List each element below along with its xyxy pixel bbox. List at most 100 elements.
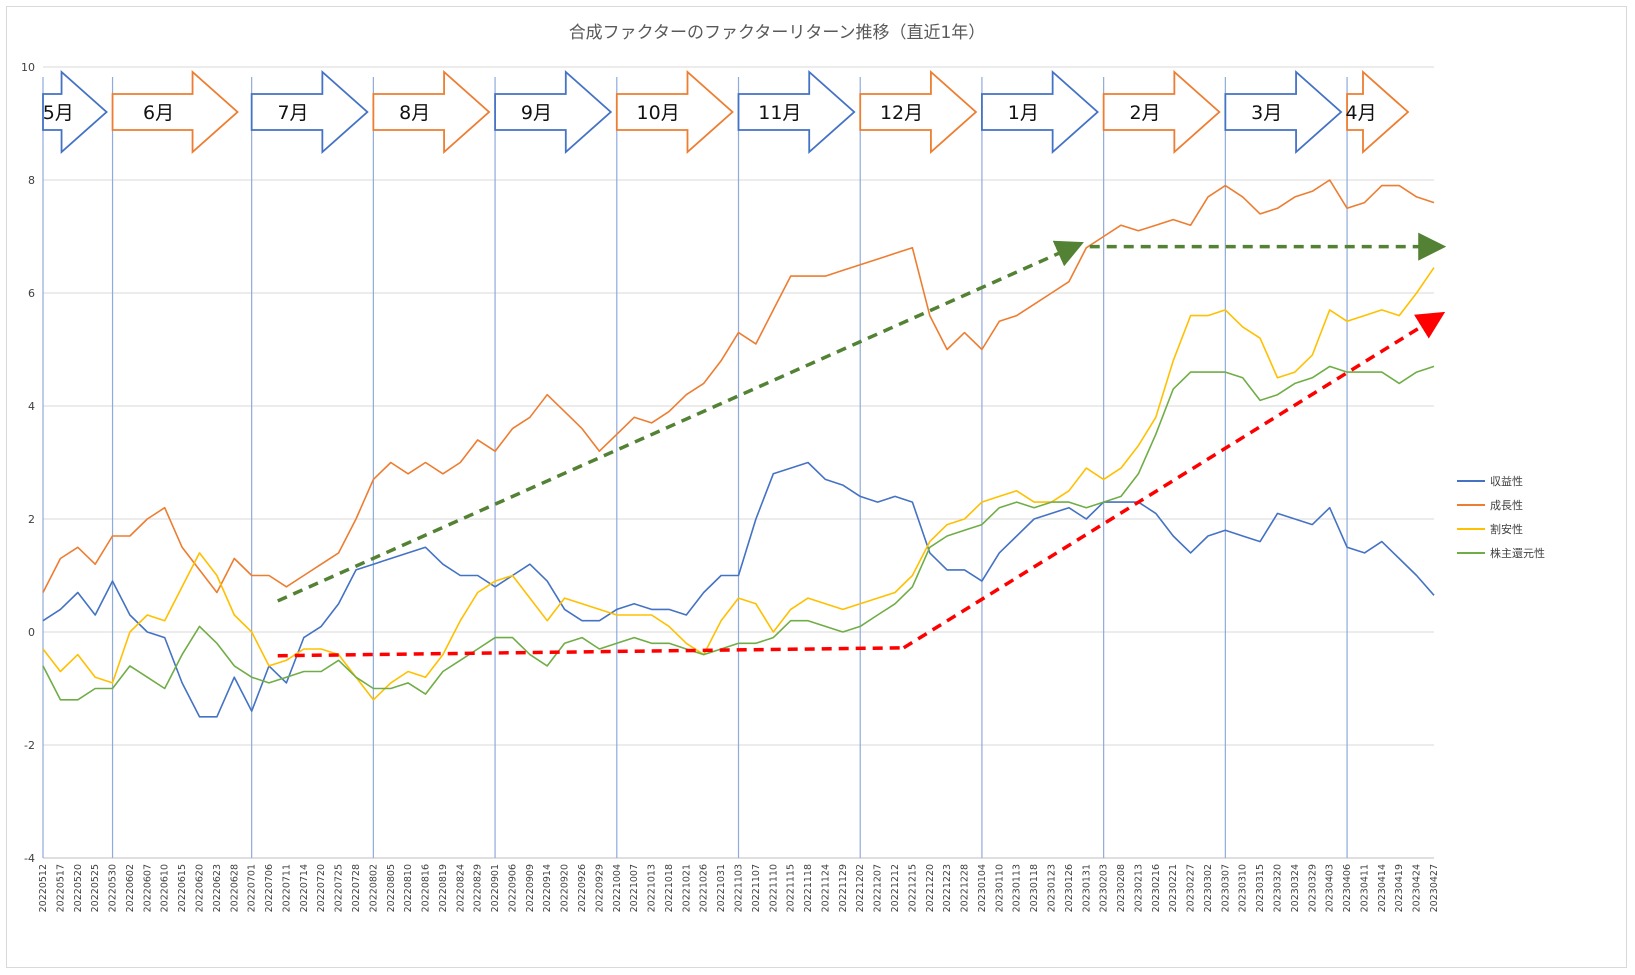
x-tick-label: 20221031 (716, 864, 727, 912)
x-tick-label: 20230123 (1046, 864, 1057, 912)
x-tick-label: 20230419 (1394, 864, 1405, 912)
x-axis-ticks: 20220512 20220517 20220520 20220525 20220530… (38, 864, 1440, 912)
x-tick-label: 20220819 (438, 864, 449, 912)
month-label: 9月 (521, 102, 552, 124)
x-tick-label: 20220512 (38, 864, 49, 912)
month-label: 7月 (277, 102, 308, 124)
x-tick-label: 20220901 (490, 864, 501, 912)
series-line (42, 365, 1435, 701)
month-arrow-labels: 5月 6月 7月 8月 9月 10月 11月 12月 1月 2月 3月 4月 (42, 69, 1410, 155)
x-tick-label: 20220623 (212, 864, 223, 912)
x-tick-label: 20230113 (1012, 864, 1023, 912)
x-tick-label: 20230411 (1359, 864, 1370, 912)
y-tick-label: 4 (28, 400, 35, 413)
chart-frame: 合成ファクターのファクターリターン推移（直近1年） 10 8 6 4 2 0 -2 -4 20… (6, 6, 1627, 968)
y-axis-ticks: 10 8 6 4 2 0 -2 -4 (21, 61, 35, 865)
month-arrow (981, 69, 1099, 155)
legend-label: 株主還元性 (1490, 546, 1545, 560)
month-boundary-lines (42, 77, 1348, 858)
x-tick-label: 20221202 (855, 864, 866, 912)
month-label: 5月 (43, 102, 74, 124)
x-tick-label: 20221129 (838, 864, 849, 912)
legend-label: 割安性 (1490, 522, 1523, 536)
x-tick-label: 20220920 (560, 864, 571, 912)
x-tick-label: 20230320 (1273, 864, 1284, 912)
series-line (42, 179, 1435, 594)
x-tick-label: 20221223 (942, 864, 953, 912)
factor-return-chart: 合成ファクターのファクターリターン推移（直近1年） 10 8 6 4 2 0 -2 -4 20… (21, 23, 1545, 912)
series-lines (42, 179, 1435, 718)
month-arrow (859, 69, 978, 155)
month-label: 8月 (399, 102, 430, 124)
month-arrow (42, 69, 108, 155)
x-tick-label: 20220701 (247, 864, 258, 912)
x-tick-label: 20220615 (177, 864, 188, 912)
x-tick-label: 20230227 (1186, 864, 1197, 912)
x-tick-label: 20230324 (1290, 864, 1301, 912)
x-tick-label: 20221220 (925, 864, 936, 912)
legend-label: 収益性 (1490, 474, 1523, 488)
x-tick-label: 20220805 (386, 864, 397, 912)
month-label: 12月 (880, 102, 923, 124)
x-tick-label: 20221124 (820, 864, 831, 912)
x-tick-label: 20220706 (264, 864, 275, 912)
x-tick-label: 20220602 (125, 864, 136, 912)
month-label: 11月 (758, 102, 801, 124)
x-tick-label: 20230427 (1429, 864, 1440, 912)
trend-arrow (277, 240, 1084, 603)
x-tick-label: 20221004 (612, 864, 623, 912)
y-tick-label: 2 (28, 513, 35, 526)
x-tick-label: 20220728 (351, 864, 362, 912)
y-tick-label: 6 (28, 287, 35, 300)
month-label: 10月 (637, 102, 680, 124)
y-tick-label: 10 (21, 61, 35, 74)
x-tick-label: 20221212 (890, 864, 901, 912)
x-tick-label: 20221021 (681, 864, 692, 912)
x-tick-label: 20230406 (1342, 864, 1353, 912)
x-tick-label: 20230414 (1377, 864, 1388, 912)
month-arrow (615, 69, 734, 155)
x-tick-label: 20220520 (73, 864, 84, 912)
month-arrow (250, 69, 369, 155)
trend-arrow (277, 646, 904, 658)
x-tick-label: 20230118 (1029, 864, 1040, 912)
x-tick-label: 20221115 (786, 864, 797, 912)
x-tick-label: 20230403 (1325, 864, 1336, 912)
x-tick-label: 20220620 (194, 864, 205, 912)
x-tick-label: 20230131 (1081, 864, 1092, 912)
x-tick-label: 20230213 (1133, 864, 1144, 912)
x-tick-label: 20220906 (507, 864, 518, 912)
month-arrow (737, 69, 856, 155)
x-tick-label: 20220929 (594, 864, 605, 912)
x-tick-label: 20220824 (455, 864, 466, 912)
x-tick-label: 20220610 (160, 864, 171, 912)
y-tick-label: 0 (28, 626, 35, 639)
x-tick-label: 20230310 (1238, 864, 1249, 912)
chart-title: 合成ファクターのファクターリターン推移（直近1年） (569, 23, 986, 43)
x-tick-label: 20221013 (647, 864, 658, 912)
y-tick-label: -2 (24, 739, 35, 752)
x-tick-label: 20220802 (368, 864, 379, 912)
month-arrow (111, 69, 239, 155)
x-tick-label: 20230203 (1099, 864, 1110, 912)
month-arrow (1224, 69, 1343, 155)
series-line (42, 267, 1435, 701)
x-tick-label: 20220725 (334, 864, 345, 912)
x-tick-label: 20220909 (525, 864, 536, 912)
x-tick-label: 20230208 (1116, 864, 1127, 912)
x-tick-label: 20221007 (629, 864, 640, 912)
x-tick-label: 20221207 (873, 864, 884, 912)
x-tick-label: 20230126 (1064, 864, 1075, 912)
trend-arrow (902, 311, 1446, 650)
y-tick-label: 8 (28, 174, 35, 187)
x-tick-label: 20230307 (1220, 864, 1231, 912)
month-label: 3月 (1251, 102, 1282, 124)
x-tick-label: 20230221 (1168, 864, 1179, 912)
month-label: 6月 (143, 102, 174, 124)
x-tick-label: 20220607 (142, 864, 153, 912)
legend-label: 成長性 (1490, 498, 1523, 512)
x-tick-label: 20220914 (542, 864, 553, 912)
x-tick-label: 20220711 (281, 864, 292, 912)
month-arrow (494, 69, 613, 155)
